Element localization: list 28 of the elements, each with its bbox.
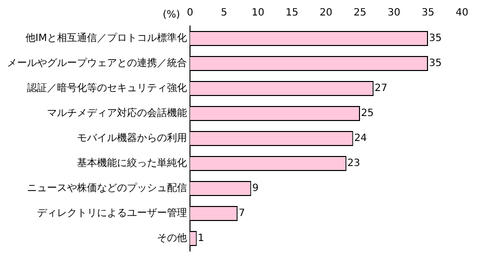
x-tick-label: 20 (320, 8, 332, 19)
y-tick-label: 認証／暗号化等のセキュリティ強化 (27, 82, 187, 94)
data-label: 9 (252, 183, 259, 194)
data-label: 24 (354, 133, 367, 144)
data-label: 35 (429, 33, 442, 44)
y-tick-label: メールやグループウェアとの連携／統合 (7, 57, 187, 70)
y-tick-label: その他 (157, 232, 187, 244)
data-label: 25 (361, 108, 374, 120)
x-axis-title: (%) (162, 10, 180, 21)
y-tick-label: 他IMと相互通信／プロトコル標準化 (25, 32, 187, 44)
x-tick-label: 35 (422, 8, 434, 19)
y-tick-label: モバイル機器からの利用 (77, 132, 187, 144)
x-tick-label: 5 (220, 8, 228, 19)
x-tick-label: 40 (456, 8, 468, 19)
x-tick-label: 30 (388, 8, 400, 19)
y-tick-label: 基本機能に絞った単純化 (77, 157, 187, 170)
data-label: 35 (429, 58, 442, 70)
y-tick-label: ニュースや株価などのプッシュ配信 (27, 182, 187, 194)
data-label: 1 (198, 233, 204, 244)
x-tick-label: 10 (252, 8, 264, 19)
y-tick-label: マルチメディア対応の会話機能 (47, 107, 187, 120)
data-label: 23 (347, 158, 360, 170)
data-label: 27 (374, 83, 388, 94)
x-tick-label: 25 (354, 8, 366, 19)
x-tick-label: 0 (186, 8, 194, 19)
data-label: 7 (238, 208, 245, 220)
y-tick-label: ディレクトリによるユーザー管理 (37, 208, 187, 220)
x-tick-label: 15 (286, 8, 298, 19)
